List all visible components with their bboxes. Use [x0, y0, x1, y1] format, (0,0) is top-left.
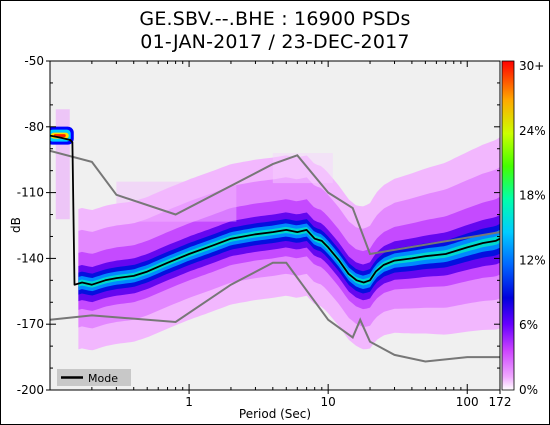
noise-models: [50, 149, 500, 363]
colorbar-label: 6%: [519, 318, 538, 332]
colorbar-labels: 30+ 24% 18% 12% 6% 0%: [519, 59, 546, 397]
colorbar-label: 24%: [519, 124, 546, 138]
y-tick-label: -200: [17, 383, 44, 397]
low-noise-model-line: [50, 261, 500, 363]
x-tick-label: 172: [489, 395, 512, 409]
chart-subtitle: 01-JAN-2017 / 23-DEC-2017: [140, 31, 410, 53]
density-speckle: [55, 109, 70, 220]
x-axis: 1 10 100 172: [49, 61, 512, 409]
colorbar-label: 0%: [519, 383, 538, 397]
colorbar-label: 18%: [519, 189, 546, 203]
y-tick-label: -110: [17, 186, 44, 200]
high-noise-model-line: [50, 149, 500, 256]
x-tick-label: 1: [185, 395, 193, 409]
y-tick-label: -170: [17, 317, 44, 331]
mode-line: [50, 134, 500, 286]
colorbar-label: 30+: [519, 59, 544, 73]
y-tick-label: -140: [17, 251, 44, 265]
x-tick-label: 100: [456, 395, 479, 409]
legend-box: [57, 369, 131, 386]
y-tick-label: -80: [24, 120, 44, 134]
y-tick-label: -50: [24, 54, 44, 68]
density-band: [78, 212, 500, 303]
legend: Mode: [57, 369, 131, 386]
density-speckle: [272, 153, 333, 184]
chart-title: GE.SBV.--.BHE : 16900 PSDs: [139, 8, 411, 30]
y-axis-label: dB: [9, 217, 23, 233]
density-band: [78, 196, 500, 311]
x-axis-label: Period (Sec): [239, 407, 311, 421]
x-tick-label: 10: [321, 395, 336, 409]
legend-mode-label: Mode: [88, 372, 118, 385]
y-axis: -50 -80 -110 -140 -170 -200: [17, 54, 500, 397]
colorbar-label: 12%: [519, 253, 546, 267]
colorbar: [501, 60, 515, 391]
mode-layer: [50, 134, 500, 286]
